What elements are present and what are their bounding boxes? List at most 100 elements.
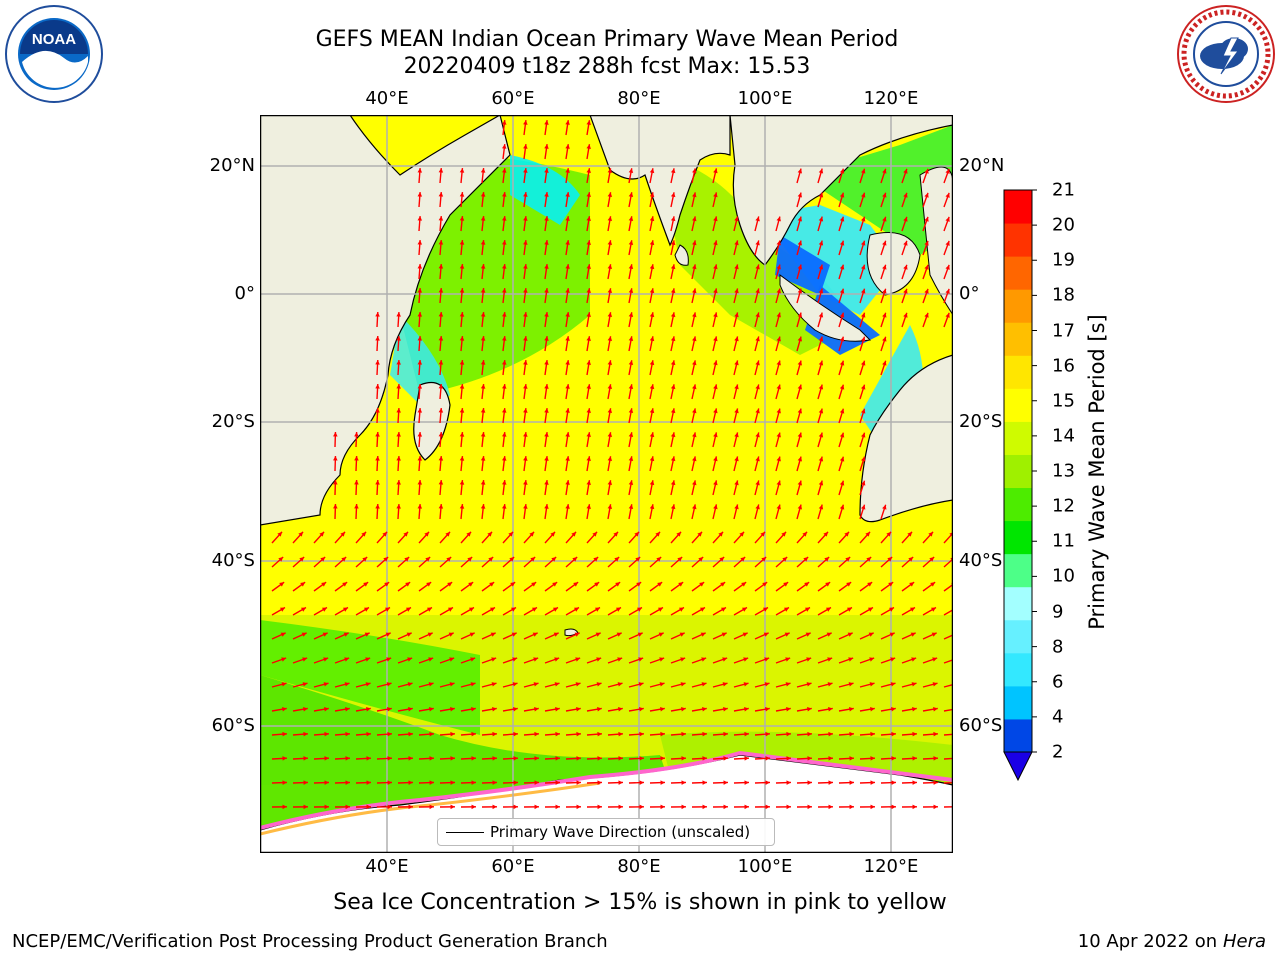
wave-direction-arrow xyxy=(459,168,465,184)
wave-direction-arrow xyxy=(397,632,412,640)
wave-direction-arrow xyxy=(859,264,866,280)
wave-direction-arrow xyxy=(754,556,767,568)
wave-direction-arrow xyxy=(754,756,771,761)
wave-direction-arrow xyxy=(838,531,850,544)
wave-direction-arrow xyxy=(901,288,908,304)
wave-direction-arrow xyxy=(439,706,455,712)
wave-direction-arrow xyxy=(859,312,866,328)
wave-direction-arrow xyxy=(649,240,655,256)
wave-direction-arrow xyxy=(586,120,591,136)
wave-direction-arrow xyxy=(502,657,518,664)
wave-direction-arrow xyxy=(670,336,676,352)
wave-direction-arrow xyxy=(859,408,866,424)
wave-direction-arrow xyxy=(691,731,708,737)
wave-direction-arrow xyxy=(922,264,929,280)
wave-direction-arrow xyxy=(397,531,409,544)
wave-direction-arrow xyxy=(480,312,486,328)
wave-direction-arrow xyxy=(396,311,401,328)
wave-direction-arrow xyxy=(838,581,852,592)
wave-direction-arrow xyxy=(355,706,371,712)
wave-direction-arrow xyxy=(544,780,561,785)
wave-direction-arrow xyxy=(460,756,477,761)
wave-direction-arrow xyxy=(901,606,916,616)
wave-direction-arrow xyxy=(586,168,591,184)
wave-direction-arrow xyxy=(271,581,285,592)
wave-direction-arrow xyxy=(796,682,812,688)
wave-direction-arrow xyxy=(334,657,350,664)
wave-direction-arrow xyxy=(523,168,528,184)
wave-direction-arrow xyxy=(691,384,697,400)
wave-direction-arrow xyxy=(271,606,286,616)
wave-direction-arrow xyxy=(901,581,915,592)
wave-direction-arrow xyxy=(502,632,517,640)
wave-direction-arrow xyxy=(396,431,401,448)
wave-direction-arrow xyxy=(775,756,792,761)
wave-direction-arrow xyxy=(376,632,391,640)
wave-direction-arrow xyxy=(733,581,747,592)
wave-direction-arrow xyxy=(649,504,655,520)
wave-direction-arrow xyxy=(354,455,359,472)
wave-direction-arrow xyxy=(460,657,476,664)
wave-period-map xyxy=(260,115,953,853)
wave-direction-arrow xyxy=(417,359,423,376)
wave-direction-arrow xyxy=(292,756,309,761)
wave-direction-arrow xyxy=(396,335,401,352)
wave-direction-arrow xyxy=(628,632,643,640)
wave-direction-arrow xyxy=(523,312,528,328)
wave-direction-arrow xyxy=(754,581,768,592)
lat-tick-right: 20°S xyxy=(959,411,1003,432)
wave-direction-arrow xyxy=(649,312,655,328)
wave-direction-arrow xyxy=(838,168,845,184)
wave-direction-arrow xyxy=(439,556,452,568)
wave-direction-arrow xyxy=(733,706,749,712)
wave-direction-arrow xyxy=(691,408,697,424)
wave-direction-arrow xyxy=(523,556,536,568)
wave-direction-arrow xyxy=(943,757,953,760)
wave-direction-arrow xyxy=(775,706,791,712)
colorbar-tick-label: 10 xyxy=(1052,565,1075,587)
wave-direction-arrow xyxy=(922,168,929,184)
wave-direction-arrow xyxy=(523,731,540,737)
wave-direction-arrow xyxy=(292,731,309,737)
wave-direction-arrow xyxy=(859,432,866,448)
wave-direction-arrow xyxy=(544,384,549,400)
wave-direction-arrow xyxy=(649,804,666,810)
wave-direction-arrow xyxy=(376,531,388,544)
wave-direction-arrow xyxy=(607,804,624,810)
wave-direction-arrow xyxy=(796,312,803,328)
wave-direction-arrow xyxy=(439,780,456,785)
wave-direction-arrow xyxy=(775,336,781,352)
wave-direction-arrow xyxy=(544,144,549,160)
wave-direction-arrow xyxy=(480,264,486,280)
wave-direction-arrow xyxy=(838,384,845,400)
wave-direction-arrow xyxy=(334,682,350,688)
wave-direction-arrow xyxy=(565,682,581,688)
wave-direction-arrow xyxy=(922,632,937,640)
wave-direction-arrow xyxy=(796,504,803,520)
lat-tick-right: 20°N xyxy=(959,155,1005,176)
wave-direction-arrow xyxy=(544,240,549,256)
wave-direction-arrow xyxy=(796,336,803,352)
wave-direction-arrow xyxy=(459,216,465,232)
colorbar-segment xyxy=(1004,454,1032,489)
wave-direction-arrow xyxy=(397,606,412,616)
wave-direction-arrow xyxy=(712,408,718,424)
wave-direction-arrow xyxy=(375,335,380,352)
wave-direction-arrow xyxy=(901,240,908,256)
footer-organization: NCEP/EMC/Verification Post Processing Pr… xyxy=(12,931,608,952)
wave-direction-arrow xyxy=(691,581,705,592)
wave-direction-arrow xyxy=(292,804,309,810)
wave-direction-arrow xyxy=(775,682,791,688)
wave-direction-arrow xyxy=(607,288,613,304)
wave-direction-arrow xyxy=(586,632,601,640)
wave-direction-arrow xyxy=(355,657,371,664)
wave-direction-arrow xyxy=(670,384,676,400)
wave-direction-arrow xyxy=(670,556,683,568)
wave-direction-arrow xyxy=(859,804,876,810)
wave-direction-arrow xyxy=(712,456,718,472)
wave-direction-arrow xyxy=(334,731,351,737)
wave-direction-arrow xyxy=(796,480,803,496)
wave-direction-arrow xyxy=(691,504,697,520)
wave-direction-arrow xyxy=(334,632,349,640)
wave-direction-arrow xyxy=(775,581,789,592)
